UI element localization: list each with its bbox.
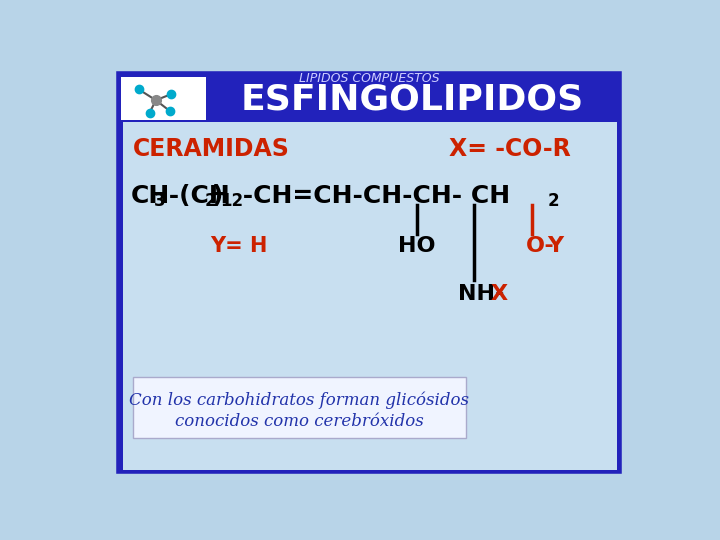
FancyBboxPatch shape [122, 122, 617, 470]
Text: Con los carbohidratos forman glicósidos: Con los carbohidratos forman glicósidos [130, 392, 469, 409]
Text: -(CH: -(CH [160, 184, 230, 208]
Text: CERAMIDAS: CERAMIDAS [132, 138, 289, 161]
Text: HO: HO [398, 236, 436, 256]
Text: LIPIDOS COMPUESTOS: LIPIDOS COMPUESTOS [299, 72, 439, 85]
Text: ESFINGOLIPIDOS: ESFINGOLIPIDOS [240, 83, 584, 117]
Text: 2: 2 [548, 192, 559, 210]
Text: CH: CH [130, 184, 169, 208]
Text: X: X [490, 284, 508, 304]
Text: -CH=CH-CH-CH- CH: -CH=CH-CH-CH- CH [234, 184, 510, 208]
Text: Y: Y [547, 236, 563, 256]
FancyBboxPatch shape [208, 79, 617, 120]
FancyBboxPatch shape [132, 377, 466, 438]
Text: X= -CO-R: X= -CO-R [449, 138, 570, 161]
Text: 3: 3 [153, 192, 165, 210]
Text: 2: 2 [204, 192, 216, 210]
Text: NH-: NH- [458, 284, 505, 304]
Text: Y= H: Y= H [210, 236, 268, 256]
Text: 12: 12 [220, 192, 243, 210]
Text: O-: O- [526, 236, 554, 256]
FancyBboxPatch shape [121, 77, 206, 120]
FancyBboxPatch shape [120, 74, 618, 471]
Text: ): ) [212, 184, 223, 208]
Text: conocidos como cerebróxidos: conocidos como cerebróxidos [175, 413, 423, 429]
